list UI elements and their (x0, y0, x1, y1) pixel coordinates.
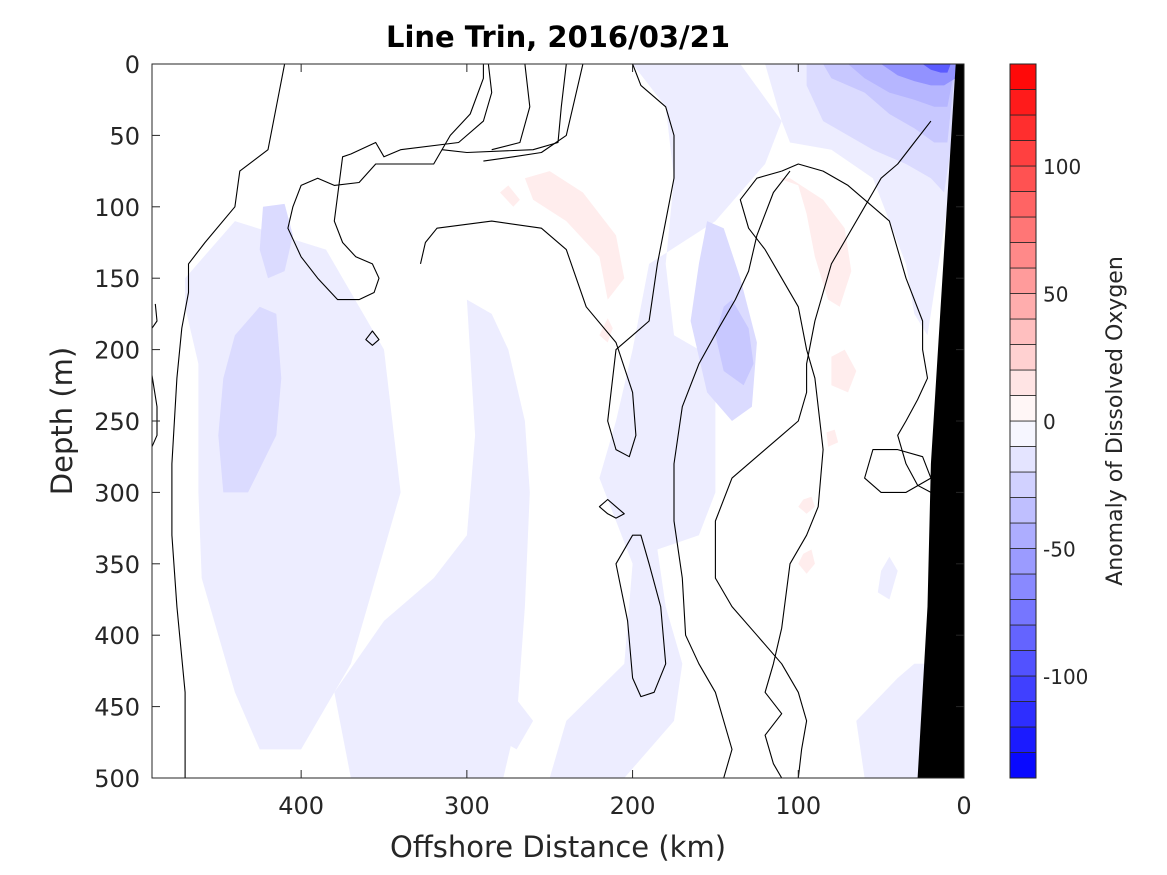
zero-contour-line (714, 120, 932, 778)
zero-contour-line (739, 170, 824, 778)
x-tick-label: 0 (956, 792, 971, 820)
anomaly-fill-regions (185, 64, 956, 778)
y-axis-label: Depth (m) (45, 347, 79, 495)
negative-anomaly-region (715, 299, 754, 386)
zero-contour-line (483, 64, 584, 162)
colorbar-step (1009, 242, 1037, 269)
colorbar-step (1009, 573, 1037, 600)
colorbar-step (1009, 726, 1037, 753)
y-axis-ticks: 0 50 100 150 200 250 300 350 400 450 500 (94, 51, 964, 793)
y-tick-label: 400 (94, 622, 140, 650)
colorbar-step (1009, 191, 1037, 218)
colorbar-step (1009, 216, 1037, 243)
negative-anomaly-region (922, 64, 951, 73)
land-mask (917, 64, 964, 778)
colorbar-step (1009, 446, 1037, 473)
positive-anomaly-region (826, 429, 839, 447)
colorbar-step (1009, 522, 1037, 549)
land-region (917, 64, 964, 778)
x-tick-label: 400 (278, 792, 324, 820)
zero-contour-line (491, 64, 531, 151)
y-tick-label: 500 (94, 765, 140, 793)
y-tick-label: 250 (94, 408, 140, 436)
colorbar-step (1009, 420, 1037, 447)
zero-contour-line (171, 64, 286, 778)
zero-contour-line (615, 534, 667, 698)
colorbar-step (1009, 165, 1037, 192)
y-tick-label: 50 (109, 122, 140, 150)
positive-anomaly-region (798, 549, 815, 574)
zero-contour-line (441, 64, 567, 154)
colorbar-tick-label: -100 (1043, 665, 1088, 689)
positive-anomaly-region (778, 178, 852, 307)
colorbar-step (1009, 318, 1037, 345)
x-axis-label: Offshore Distance (km) (390, 830, 726, 864)
negative-anomaly-region (877, 556, 898, 600)
colorbar-tick-label: -50 (1043, 538, 1076, 562)
colorbar-step (1009, 140, 1037, 167)
colorbar-step (1009, 675, 1037, 702)
positive-anomaly-region (798, 496, 815, 514)
x-tick-label: 100 (775, 792, 821, 820)
colorbar: -100 -50 0 50 100 Anomaly of Dissolved Oxyge… (1009, 63, 1128, 779)
plot-area: 400 300 200 100 0 0 50 100 150 200 250 300 350 400 45… (94, 51, 971, 820)
y-tick-label: 200 (94, 337, 140, 365)
x-axis-ticks: 400 300 200 100 0 (278, 64, 972, 820)
colorbar-label: Anomaly of Dissolved Oxygen (1103, 256, 1128, 586)
zero-contour-line (598, 498, 625, 519)
colorbar-tick-label: 100 (1043, 155, 1081, 179)
positive-anomaly-region (500, 185, 520, 207)
colorbar-ticks: -100 -50 0 50 100 (1043, 155, 1088, 689)
y-tick-label: 100 (94, 194, 140, 222)
negative-anomaly-region (218, 306, 282, 493)
zero-contour-line (673, 170, 791, 778)
colorbar-step (1009, 701, 1037, 728)
colorbar-tick-label: 0 (1043, 410, 1056, 434)
x-tick-label: 200 (610, 792, 656, 820)
colorbar-step (1009, 114, 1037, 141)
y-tick-label: 0 (125, 51, 140, 79)
zero-contour-line (864, 449, 932, 493)
positive-anomaly-region (831, 349, 857, 393)
colorbar-step (1009, 471, 1037, 498)
negative-anomaly-region (685, 106, 729, 193)
colorbar-step (1009, 63, 1037, 90)
colorbar-steps (1009, 63, 1037, 779)
negative-anomaly-region (259, 203, 293, 279)
negative-anomaly-region (491, 699, 534, 750)
y-tick-label: 300 (94, 479, 140, 507)
colorbar-step (1009, 599, 1037, 626)
zero-contour-line (365, 330, 380, 346)
negative-anomaly-region (856, 663, 940, 778)
colorbar-step (1009, 548, 1037, 575)
colorbar-step (1009, 89, 1037, 116)
colorbar-step (1009, 497, 1037, 524)
negative-anomaly-region (549, 64, 782, 778)
y-tick-label: 150 (94, 265, 140, 293)
colorbar-step (1009, 344, 1037, 371)
negative-anomaly-region (334, 299, 530, 778)
positive-anomaly-region (524, 171, 625, 300)
y-tick-label: 350 (94, 551, 140, 579)
colorbar-step (1009, 369, 1037, 396)
chart-title: Line Trin, 2016/03/21 (386, 20, 730, 54)
colorbar-tick-label: 50 (1043, 283, 1068, 307)
x-tick-label: 300 (444, 792, 490, 820)
colorbar-frame (1009, 63, 1037, 779)
y-tick-label: 450 (94, 694, 140, 722)
colorbar-step (1009, 650, 1037, 677)
zero-contour-lines (152, 64, 957, 778)
colorbar-step (1009, 267, 1037, 294)
zero-contour-line (152, 303, 158, 329)
zero-contour-line (287, 64, 493, 301)
colorbar-step (1009, 752, 1037, 779)
colorbar-step (1009, 293, 1037, 320)
zero-contour-line (419, 64, 675, 458)
colorbar-step (1009, 395, 1037, 422)
colorbar-step (1009, 624, 1037, 651)
